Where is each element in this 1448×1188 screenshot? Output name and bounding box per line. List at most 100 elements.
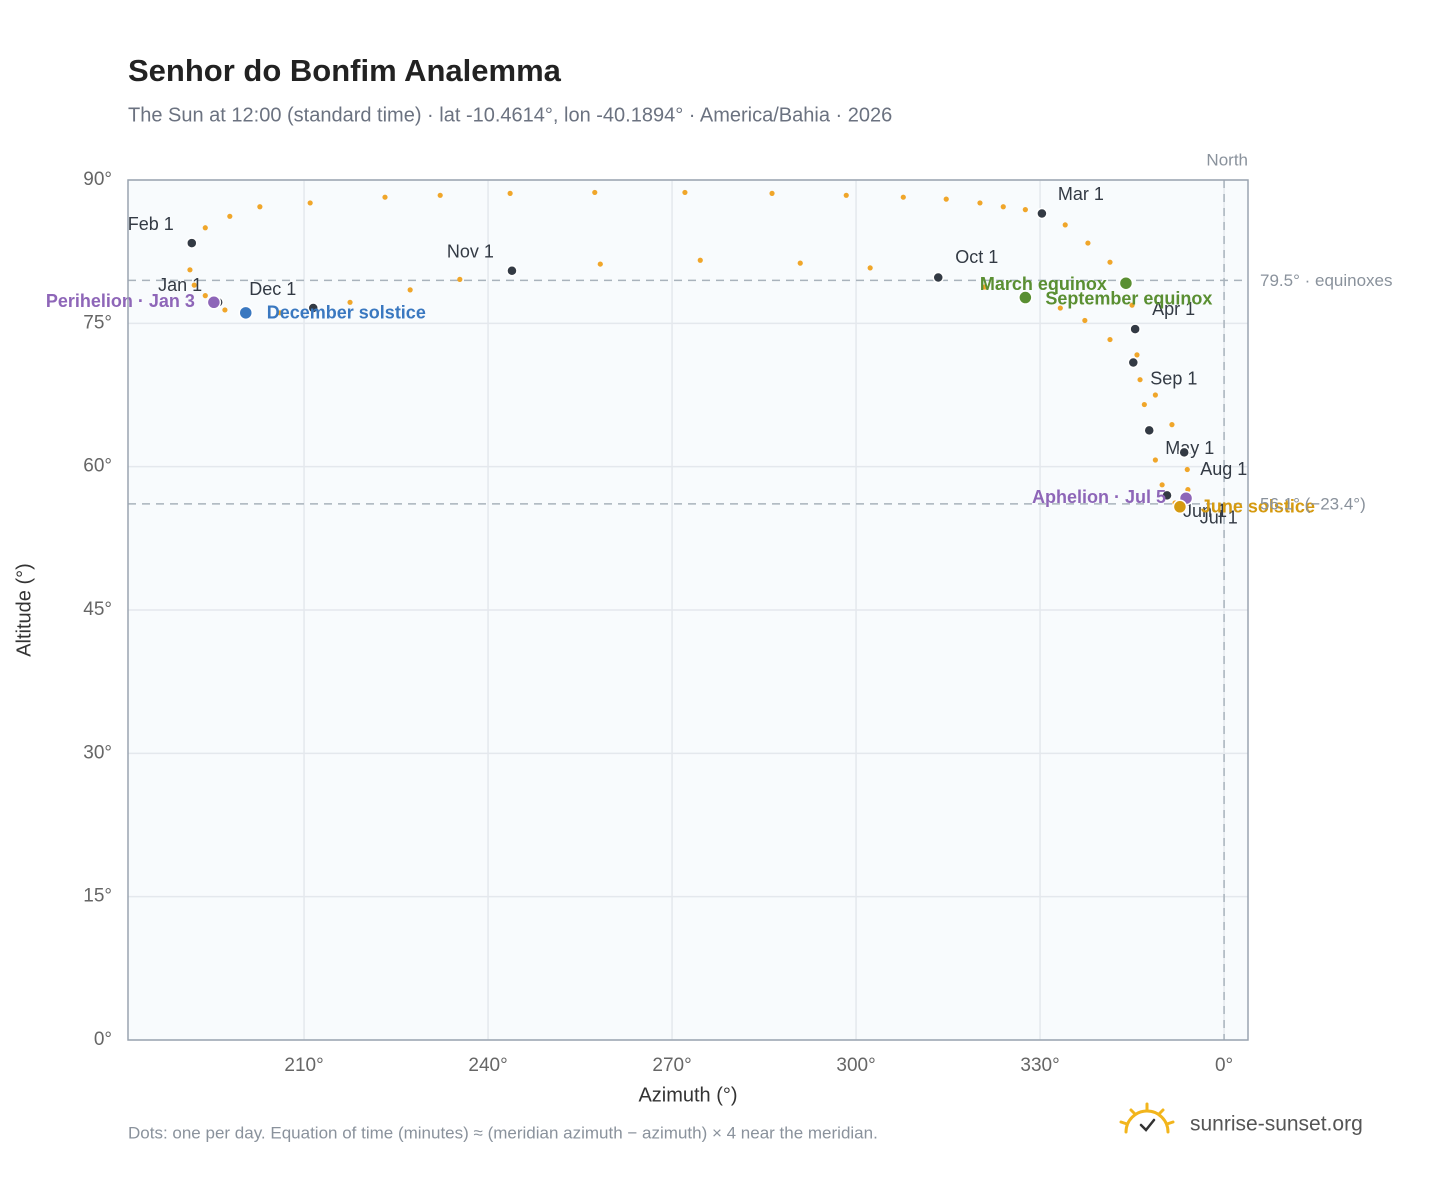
month-label: May 1 [1165,438,1214,458]
brand-name: sunrise-sunset.org [1190,1113,1363,1136]
y-tick-label: 30° [83,742,112,763]
month-marker [1143,424,1155,437]
day-dot [769,190,775,196]
y-tick-label: 45° [83,599,112,620]
month-label: Dec 1 [249,279,296,299]
x-tick-label: 240° [468,1055,507,1076]
footnote: Dots: one per day. Equation of time (min… [128,1123,878,1142]
day-dot [682,189,688,196]
reference-label: 79.5° · equinoxes [1260,271,1393,290]
day-dot [1152,457,1158,463]
day-dot [982,284,988,290]
event-label: March equinox [980,274,1107,294]
day-dot [457,276,463,282]
month-marker [932,271,945,284]
day-dot [1085,240,1091,246]
y-tick-label: 75° [83,312,112,333]
month-marker [1178,446,1190,459]
day-dot [1141,401,1147,408]
event-marker [1118,275,1134,291]
day-dot [1129,302,1135,308]
day-dot [592,189,598,196]
day-dot [1159,482,1165,488]
month-label: Nov 1 [447,242,494,262]
month-marker [1161,489,1173,502]
day-dot [407,287,413,293]
y-tick-label: 0° [94,1029,112,1050]
plot-frame [127,179,1249,1041]
event-marker [206,295,222,310]
day-dot [597,261,603,267]
x-tick-label: 330° [1020,1055,1059,1076]
event-label: December solstice [267,303,426,323]
day-dot [507,190,513,196]
day-dot [202,225,208,231]
day-dot [900,194,906,200]
month-label: Jan 1 [158,275,202,295]
month-label: Apr 1 [1152,299,1195,319]
reference-label: North [1206,150,1248,169]
chart-subtitle: The Sun at 12:00 (standard time) · lat -… [128,104,892,126]
day-dot [382,194,388,200]
brand-logo [1119,1102,1175,1134]
y-tick-label: 60° [83,456,112,477]
x-tick-label: 270° [652,1055,691,1076]
day-dot [697,257,703,263]
reference-label: 56.1° (−23.4°) [1260,494,1366,513]
month-marker [307,302,319,314]
event-marker [1172,499,1188,515]
day-dot [867,265,873,271]
day-dot [1169,422,1175,428]
month-label: Aug 1 [1200,459,1247,479]
day-dot [347,299,353,305]
x-tick-label: 300° [836,1055,875,1076]
day-dot [1022,207,1028,213]
day-dot [1107,259,1113,265]
y-tick-label: 90° [83,169,112,190]
event-marker [238,305,254,321]
month-marker [1127,356,1140,369]
month-label: Jun 1 [1183,501,1227,521]
chart-title: Senhor do Bonfim Analemma [128,53,562,88]
day-dot [1134,352,1140,358]
y-axis-label: Altitude (°) [13,563,35,657]
day-dot [202,293,208,299]
month-label: Mar 1 [1058,184,1104,204]
month-label: Feb 1 [128,214,174,234]
day-dot [1185,487,1191,493]
event-marker [1018,290,1033,305]
day-dot [191,282,197,288]
day-dot [943,196,949,202]
month-marker [1036,207,1048,220]
day-dot [1000,204,1006,210]
day-dot [222,307,228,313]
x-tick-label: 210° [284,1055,323,1076]
event-label: Aphelion · Jul 5 [1032,487,1166,507]
x-tick-label: 0° [1215,1055,1233,1076]
event-label: June solstice [1201,497,1315,517]
day-dot [1184,466,1190,473]
y-tick-label: 15° [83,886,112,907]
month-label: Jul 1 [1200,508,1238,528]
day-dot [797,260,803,266]
day-dot [1062,222,1068,228]
day-dot [1057,305,1063,311]
event-label: Perihelion · Jan 3 [46,291,195,311]
event-label: September equinox [1045,288,1212,308]
month-label: Oct 1 [955,247,998,267]
day-dot [437,192,443,198]
day-dot [257,204,263,210]
day-dot [187,267,193,273]
month-marker [186,237,198,249]
x-axis-label: Azimuth (°) [638,1084,737,1106]
day-dot [843,192,849,198]
day-dot [1137,377,1143,383]
day-dot [977,200,983,206]
day-dot [277,310,283,316]
day-dot [1107,336,1113,343]
day-dot [1082,317,1088,324]
day-dot [307,200,313,206]
day-dot [1152,392,1158,398]
day-dot [227,213,233,219]
month-marker [1129,323,1141,335]
